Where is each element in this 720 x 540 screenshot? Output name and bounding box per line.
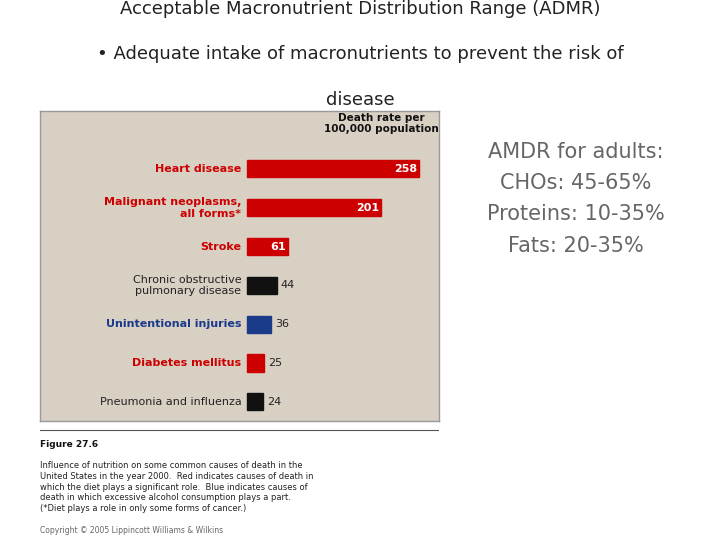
- Text: Influence of nutrition on some common causes of death in the
United States in th: Influence of nutrition on some common ca…: [40, 461, 313, 513]
- Text: Diabetes mellitus: Diabetes mellitus: [132, 358, 241, 368]
- Text: 44: 44: [281, 280, 295, 291]
- Bar: [248, 393, 264, 410]
- Text: • Adequate intake of macronutrients to prevent the risk of: • Adequate intake of macronutrients to p…: [96, 45, 624, 63]
- Text: Heart disease: Heart disease: [155, 164, 241, 174]
- Text: Malignant neoplasms,
all forms*: Malignant neoplasms, all forms*: [104, 197, 241, 219]
- Text: Pneumonia and influenza: Pneumonia and influenza: [99, 397, 241, 407]
- Text: 25: 25: [268, 358, 282, 368]
- Text: 258: 258: [394, 164, 417, 174]
- Bar: [248, 277, 276, 294]
- Text: Figure 27.6: Figure 27.6: [40, 440, 98, 449]
- Bar: [248, 238, 288, 255]
- Text: 201: 201: [356, 202, 379, 213]
- Text: AMDR for adults:
CHOs: 45-65%
Proteins: 10-35%
Fats: 20-35%: AMDR for adults: CHOs: 45-65% Proteins: …: [487, 142, 665, 255]
- Text: disease: disease: [325, 91, 395, 109]
- Bar: [248, 160, 419, 178]
- Text: Stroke: Stroke: [200, 241, 241, 252]
- Bar: [248, 315, 271, 333]
- Text: 36: 36: [275, 319, 289, 329]
- Text: 61: 61: [271, 241, 286, 252]
- Text: 24: 24: [267, 397, 282, 407]
- Text: Acceptable Macronutrient Distribution Range (ADMR): Acceptable Macronutrient Distribution Ra…: [120, 0, 600, 18]
- Bar: [248, 199, 382, 217]
- Text: Unintentional injuries: Unintentional injuries: [106, 319, 241, 329]
- Text: Chronic obstructive
pulmonary disease: Chronic obstructive pulmonary disease: [132, 274, 241, 296]
- Text: Death rate per
100,000 population: Death rate per 100,000 population: [324, 113, 439, 134]
- Bar: [248, 354, 264, 372]
- Text: Copyright © 2005 Lippincott Williams & Wilkins: Copyright © 2005 Lippincott Williams & W…: [40, 525, 222, 535]
